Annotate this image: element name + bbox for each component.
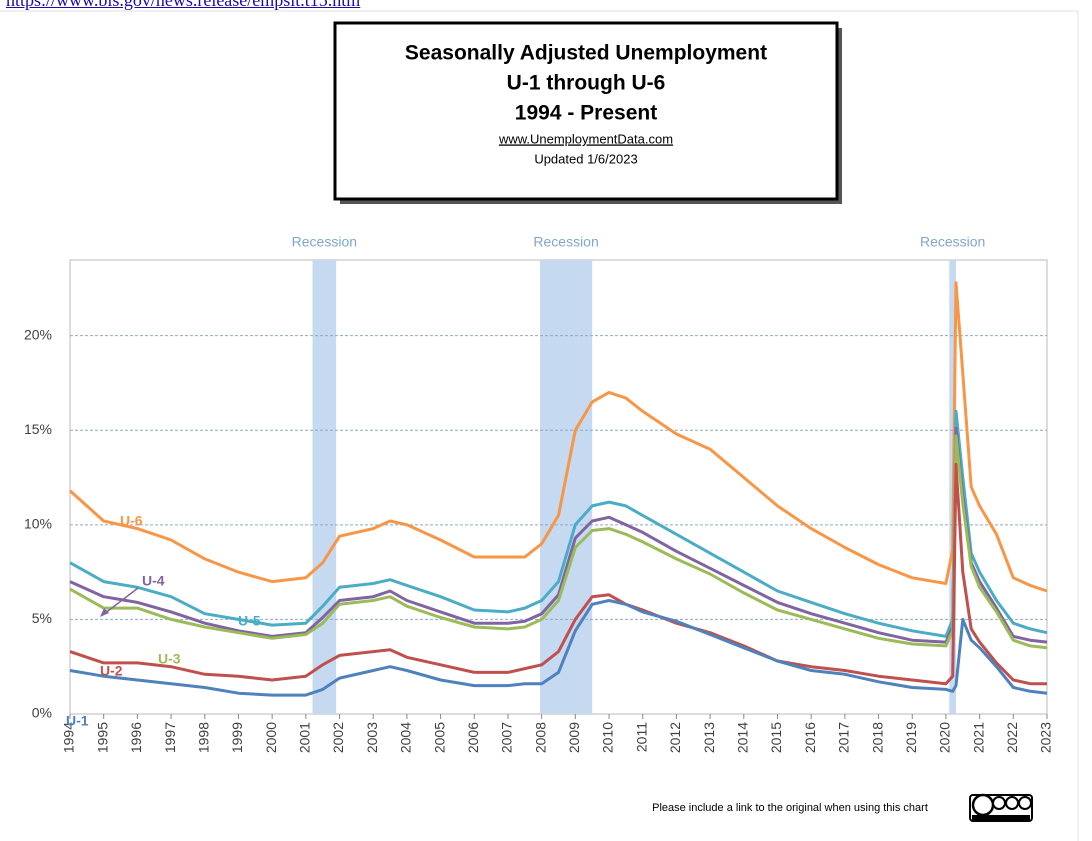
chart-title: U-1 through U-6 (507, 72, 666, 95)
x-tick-label: 1998 (195, 722, 211, 753)
recession-label: Recession (292, 234, 357, 250)
y-tick-label: 15% (24, 421, 52, 437)
x-tick-label: 2013 (701, 722, 717, 753)
series-line (69, 434, 1048, 650)
series-line (69, 409, 1048, 638)
x-tick-label: 2005 (431, 722, 447, 753)
series-label: U-2 (100, 663, 123, 679)
x-tick-label: 2001 (297, 722, 313, 753)
x-tick-label: 2022 (1004, 722, 1020, 753)
source-link[interactable]: https://www.bls.gov/news.release/empsit.… (6, 0, 361, 10)
recession-band (539, 260, 593, 714)
x-tick-label: 2012 (667, 722, 683, 753)
chart-title: 1994 - Present (515, 102, 657, 125)
series-label: U-6 (120, 513, 143, 529)
y-tick-label: 0% (32, 705, 52, 721)
x-tick-label: 1999 (229, 722, 245, 753)
series-label: U-5 (238, 613, 261, 629)
footer-note: Please include a link to the original wh… (652, 802, 928, 814)
chart-title: Seasonally Adjusted Unemployment (405, 42, 767, 65)
x-tick-label: 1997 (162, 722, 178, 753)
series-line (69, 462, 1047, 686)
cc-badge (969, 793, 1033, 822)
website: www.UnemploymentData.com (498, 131, 673, 146)
x-tick-label: 1996 (128, 722, 144, 753)
x-tick-label: 2018 (869, 722, 885, 753)
y-tick-label: 20% (24, 326, 52, 342)
y-tick-label: 10% (24, 516, 52, 532)
x-tick-label: 2017 (836, 722, 852, 753)
updated: Updated 1/6/2023 (534, 151, 637, 166)
y-tick-label: 5% (32, 610, 52, 626)
label-arrow (103, 587, 139, 615)
x-tick-label: 2011 (633, 722, 649, 752)
x-tick-label: 2023 (1038, 722, 1054, 753)
label-arrowhead (100, 608, 109, 617)
x-tick-label: 2016 (802, 722, 818, 753)
x-tick-label: 1995 (94, 722, 110, 753)
x-tick-label: 2007 (499, 722, 515, 753)
x-tick-label: 2000 (263, 722, 279, 753)
x-tick-label: 2009 (566, 722, 582, 753)
recession-band (312, 260, 337, 714)
recession-label: Recession (533, 234, 598, 250)
x-tick-label: 2015 (768, 722, 784, 753)
series-line (69, 599, 1048, 697)
x-tick-label: 2004 (398, 722, 414, 753)
title-box (333, 21, 839, 201)
recession-label: Recession (920, 234, 985, 250)
x-tick-label: 2006 (465, 722, 481, 753)
x-tick-label: 1994 (61, 722, 77, 753)
x-tick-label: 2010 (600, 722, 616, 753)
x-tick-label: 2003 (364, 722, 380, 753)
series-label: U-3 (158, 651, 181, 667)
x-tick-label: 2019 (903, 722, 919, 753)
series-label: U-1 (66, 713, 89, 729)
series-line (68, 281, 1048, 593)
x-tick-label: 2021 (970, 722, 986, 753)
x-tick-label: 2020 (937, 722, 953, 753)
series-label: U-4 (142, 573, 165, 589)
x-tick-label: 2002 (330, 722, 346, 753)
x-tick-label: 2014 (734, 722, 750, 753)
x-tick-label: 2008 (532, 722, 548, 753)
